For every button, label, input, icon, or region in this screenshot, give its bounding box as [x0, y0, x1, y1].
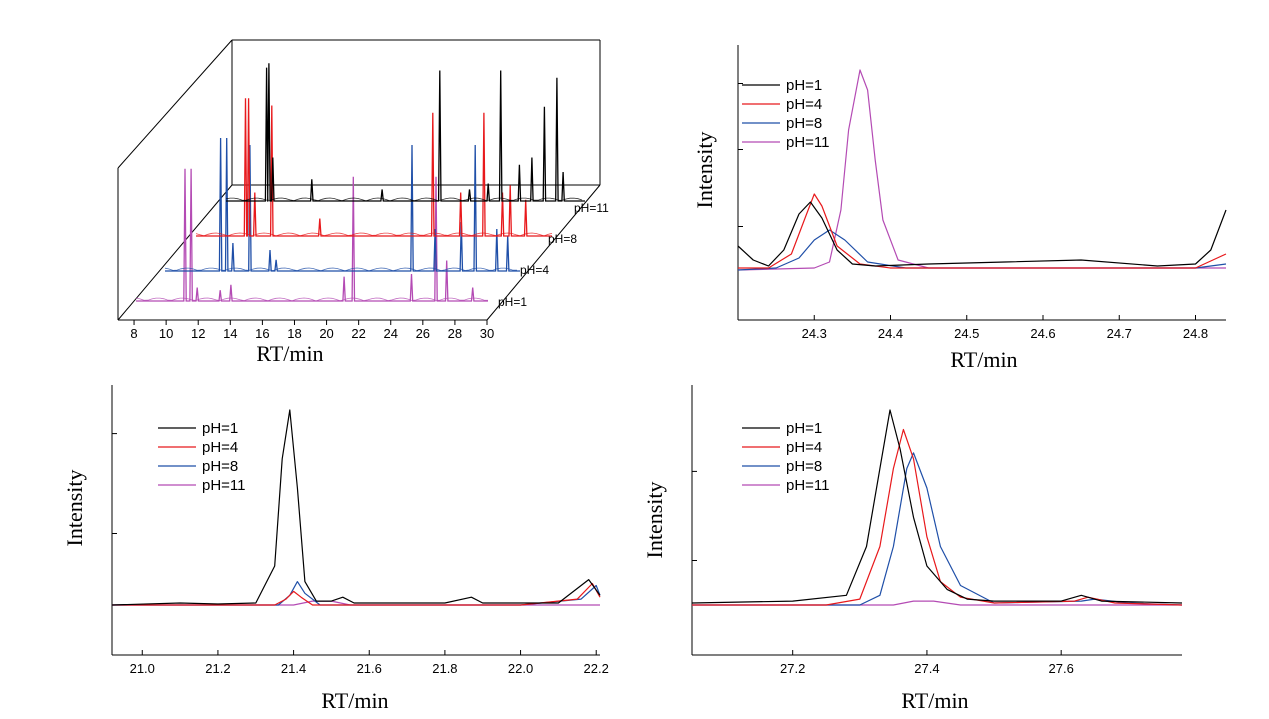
- x-axis-title: RT/min: [256, 341, 323, 366]
- x-tick-label: 24.7: [1107, 326, 1132, 341]
- baseline-noise: [225, 197, 583, 202]
- y-axis-title: Intensity: [642, 482, 667, 559]
- x-tick-label: 24.6: [1030, 326, 1055, 341]
- legend-label: pH=11: [202, 477, 246, 494]
- series-group: [135, 63, 585, 302]
- x-tick-label: 8: [130, 326, 137, 341]
- series-line-pH1: [691, 409, 1183, 604]
- x-tick-label: 24.5: [954, 326, 979, 341]
- x-tick-label: 26: [416, 326, 430, 341]
- legend-label: pH=8: [786, 458, 822, 475]
- x-tick-label: 30: [480, 326, 494, 341]
- series-label: pH=8: [548, 232, 577, 246]
- x-axis-title: RT/min: [321, 688, 388, 713]
- x-tick-label: 24.8: [1183, 326, 1208, 341]
- x-tick-label: 21.8: [432, 661, 457, 676]
- baseline-noise: [164, 267, 517, 272]
- legend-label: pH=4: [786, 96, 822, 113]
- x-axis-title: RT/min: [950, 347, 1017, 372]
- x-tick-label: 21.0: [130, 661, 155, 676]
- x-tick-label: 27.4: [914, 661, 939, 676]
- series-labels: pH=1 pH=4 pH=8 pH=11: [498, 201, 609, 309]
- legend: pH=1 pH=4 pH=8 pH=11: [742, 420, 830, 494]
- y-axis-title: Intensity: [62, 470, 87, 547]
- x-tick-label: 27.6: [1049, 661, 1074, 676]
- chart-zoom-21: 21.0 21.2 21.4 21.6 21.8 22.0 22.2 pH=1 pH=4 pH=8…: [62, 385, 609, 713]
- x-tick-label: 18: [287, 326, 301, 341]
- x-tick-label: 22.0: [508, 661, 533, 676]
- baseline-noise: [195, 232, 553, 237]
- chart-zoom-27: 27.2 27.4 27.6 pH=1 pH=4 pH=8 pH=11 RT/min Int…: [642, 385, 1183, 713]
- legend-label: pH=11: [786, 477, 830, 494]
- legend-label: pH=11: [786, 134, 830, 151]
- series-trace-pH1: [136, 168, 488, 302]
- series-line-pH8: [737, 229, 1227, 271]
- x-tick-label: 14: [223, 326, 237, 341]
- legend-label: pH=8: [202, 458, 238, 475]
- series-trace-pH4: [165, 137, 520, 272]
- series-trace-pH11: [226, 63, 585, 202]
- x-tick-label: 28: [448, 326, 462, 341]
- series-trace-pH8: [196, 98, 552, 237]
- series-label: pH=4: [520, 263, 549, 277]
- baseline-noise: [135, 297, 489, 302]
- x-tick-label: 27.2: [780, 661, 805, 676]
- x-tick-label: 22: [351, 326, 365, 341]
- series-label: pH=11: [574, 201, 609, 215]
- legend-label: pH=1: [786, 77, 822, 94]
- legend-label: pH=1: [202, 420, 238, 437]
- y-axis-title: Intensity: [692, 132, 717, 209]
- chart-zoom-24: 24.3 24.4 24.5 24.6 24.7 24.8pH=1pH=4pH=8pH=1…: [692, 45, 1227, 372]
- series-label: pH=1: [498, 295, 527, 309]
- x-tick-label: 22.2: [584, 661, 609, 676]
- x-tick-label: 24: [384, 326, 398, 341]
- x-tick-label: 24.3: [802, 326, 827, 341]
- series-line-pH1: [111, 409, 601, 606]
- box-frame: [117, 39, 601, 321]
- x-axis-ticks: 8 10 12 14 16 18 20 22 24 26 28 30: [130, 320, 494, 341]
- series-line-pH8: [112, 580, 601, 606]
- x-tick-label: 16: [255, 326, 269, 341]
- x-tick-label: 10: [159, 326, 173, 341]
- x-tick-label: 21.6: [357, 661, 382, 676]
- x-tick-label: 21.2: [205, 661, 230, 676]
- x-tick-label: 21.4: [281, 661, 306, 676]
- legend-label: pH=8: [786, 115, 822, 132]
- x-tick-label: 24.4: [878, 326, 903, 341]
- x-tick-label: 20: [319, 326, 333, 341]
- series-line-pH4: [738, 193, 1227, 269]
- legend: pH=1 pH=4 pH=8 pH=11: [158, 420, 246, 494]
- chart-3d-overview: 8 10 12 14 16 18 20 22 24 26 28 30 pH=1pH=4pH=8pH=1…: [117, 39, 609, 366]
- legend-label: pH=1: [786, 420, 822, 437]
- series-line-pH4: [112, 582, 601, 606]
- series-line-pH8: [692, 452, 1183, 606]
- legend: pH=1 pH=4 pH=8 pH=11: [742, 77, 830, 151]
- x-axis-title: RT/min: [901, 688, 968, 713]
- legend-label: pH=4: [786, 439, 822, 456]
- series-line-pH4: [692, 428, 1183, 606]
- legend-label: pH=4: [202, 439, 238, 456]
- x-tick-label: 12: [191, 326, 205, 341]
- series-line-pH1: [737, 201, 1227, 267]
